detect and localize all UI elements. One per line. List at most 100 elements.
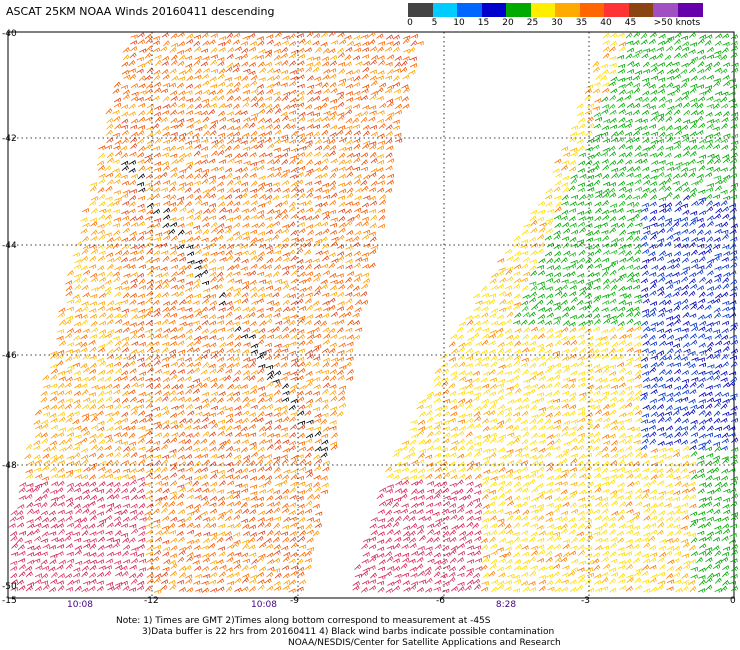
colorbar-swatch bbox=[555, 3, 580, 17]
wind-barb bbox=[721, 122, 728, 130]
wind-barb bbox=[282, 91, 291, 97]
wind-barb bbox=[266, 67, 275, 74]
wind-barb bbox=[217, 132, 225, 138]
wind-barb bbox=[699, 138, 707, 144]
wind-barb bbox=[330, 158, 338, 164]
wind-barb bbox=[376, 87, 384, 94]
wind-barb bbox=[281, 40, 289, 45]
wind-barb bbox=[248, 122, 256, 129]
wind-barb bbox=[226, 132, 234, 137]
wind-barb bbox=[611, 131, 619, 138]
wind-barb bbox=[353, 42, 361, 47]
wind-barb bbox=[410, 40, 418, 47]
wind-barb bbox=[186, 33, 194, 39]
wind-barb bbox=[689, 87, 697, 94]
wind-barb bbox=[288, 33, 296, 40]
wind-barb bbox=[642, 174, 650, 180]
wind-barb bbox=[297, 53, 306, 59]
wind-barb bbox=[282, 75, 290, 81]
colorbar-label: 25 bbox=[526, 18, 539, 28]
wind-barb bbox=[594, 172, 602, 178]
wind-barb bbox=[673, 87, 681, 94]
wind-barb bbox=[409, 56, 417, 62]
wind-barb bbox=[297, 47, 305, 53]
wind-barb bbox=[210, 33, 218, 38]
wind-barb bbox=[274, 154, 282, 160]
wind-barb bbox=[609, 69, 617, 75]
wind-barb bbox=[386, 179, 394, 185]
wind-barb bbox=[256, 54, 264, 60]
wind-barb bbox=[161, 32, 169, 38]
wind-barb bbox=[377, 133, 385, 139]
wind-barb bbox=[377, 55, 385, 61]
wind-barb bbox=[128, 111, 136, 117]
wind-barb bbox=[344, 180, 353, 187]
wind-barb bbox=[361, 159, 368, 166]
wind-barb bbox=[202, 40, 210, 46]
wind-barb bbox=[602, 40, 610, 45]
wind-barb bbox=[362, 143, 370, 150]
wind-barb bbox=[329, 180, 337, 187]
wind-barb bbox=[138, 75, 146, 82]
wind-barb bbox=[345, 109, 353, 115]
wind-barb bbox=[154, 54, 162, 60]
wind-barb bbox=[667, 36, 675, 41]
wind-barb bbox=[184, 140, 193, 146]
wind-barb bbox=[402, 37, 410, 45]
wind-barb bbox=[208, 90, 216, 96]
wind-barb bbox=[361, 54, 370, 59]
wind-barb bbox=[627, 60, 635, 67]
wind-barb bbox=[200, 146, 209, 151]
wind-barb bbox=[403, 86, 410, 94]
wind-barb bbox=[226, 125, 235, 131]
wind-barb bbox=[329, 145, 337, 151]
wind-barb bbox=[128, 68, 136, 73]
wind-barb bbox=[232, 87, 240, 93]
wind-barb bbox=[346, 171, 354, 178]
wind-barb bbox=[242, 96, 250, 102]
wind-barb bbox=[713, 61, 721, 68]
wind-barb bbox=[330, 167, 339, 173]
wind-barb bbox=[722, 157, 730, 164]
wind-barb bbox=[666, 75, 674, 81]
wind-barb bbox=[138, 102, 146, 108]
wind-barb bbox=[368, 105, 377, 110]
wind-barb bbox=[729, 173, 738, 178]
wind-barb bbox=[675, 96, 683, 103]
wind-barb bbox=[672, 61, 680, 67]
wind-barb bbox=[689, 150, 697, 157]
wind-barb bbox=[369, 124, 377, 130]
wind-barb bbox=[106, 129, 113, 136]
wind-barb bbox=[658, 96, 666, 102]
wind-barb bbox=[619, 166, 627, 172]
wind-barb bbox=[658, 131, 666, 138]
wind-barb bbox=[274, 31, 282, 38]
wind-barb bbox=[227, 117, 235, 123]
wind-barb bbox=[344, 54, 352, 61]
wind-barb bbox=[681, 133, 689, 139]
wind-barb bbox=[266, 88, 274, 94]
wind-barb bbox=[154, 161, 162, 166]
wind-barb bbox=[129, 151, 137, 157]
wind-barb bbox=[322, 88, 330, 94]
wind-barb bbox=[368, 31, 376, 38]
wind-barb bbox=[625, 81, 633, 87]
wind-barb bbox=[635, 49, 643, 55]
wind-barb bbox=[362, 60, 371, 66]
wind-barb bbox=[387, 158, 395, 164]
wind-barb bbox=[130, 46, 138, 52]
wind-barb bbox=[650, 75, 658, 81]
wind-barb bbox=[240, 152, 248, 158]
wind-barb bbox=[314, 145, 323, 151]
wind-barb bbox=[201, 73, 209, 80]
wind-barb bbox=[697, 61, 705, 68]
wind-barb bbox=[690, 102, 699, 108]
wind-barb bbox=[706, 46, 715, 53]
wind-barb bbox=[137, 152, 145, 158]
wind-barb bbox=[144, 166, 152, 172]
wind-barb bbox=[648, 123, 657, 129]
wind-barb bbox=[290, 130, 298, 137]
wind-barb bbox=[320, 102, 328, 109]
wind-barb bbox=[98, 145, 106, 150]
wind-barb bbox=[233, 131, 241, 137]
